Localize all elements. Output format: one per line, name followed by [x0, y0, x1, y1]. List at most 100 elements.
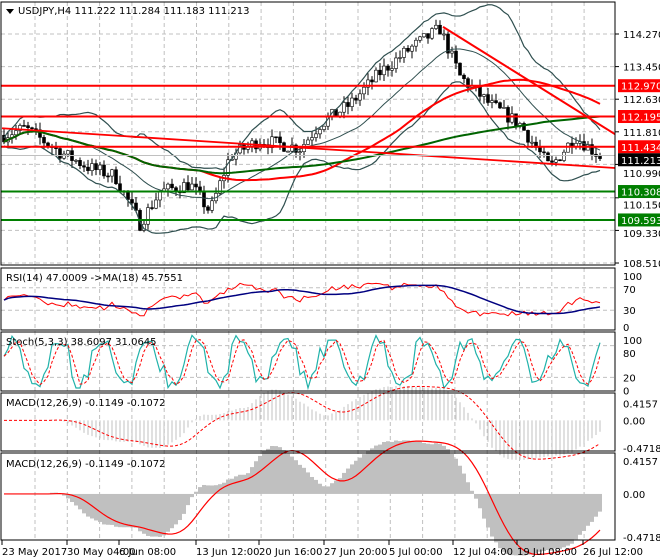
- candle-body: [410, 45, 414, 52]
- stoch-label: Stoch(5,3,3) 38.6097 31.0645: [6, 337, 157, 348]
- candle-body: [386, 65, 390, 71]
- candle-body: [554, 159, 558, 163]
- level-value: 111.213: [621, 156, 660, 167]
- price-axis-label: 111.810: [623, 128, 660, 139]
- dropdown-arrow-icon[interactable]: [6, 9, 14, 14]
- candle-body: [46, 142, 50, 147]
- candle-body: [102, 164, 106, 177]
- candle-body: [378, 69, 382, 76]
- candle-body: [314, 133, 318, 138]
- indicator-axis-label: 0: [623, 323, 629, 334]
- ma-green: [3, 115, 601, 175]
- indicator-axis-label: 0.4157: [623, 457, 658, 468]
- indicator-axis-label: 0.4157: [623, 399, 658, 410]
- macd-signal-line: [4, 440, 601, 556]
- price-axis-label: 110.150: [623, 201, 660, 212]
- candle-body: [466, 78, 470, 88]
- candle-body: [182, 182, 186, 194]
- candle-body: [210, 200, 214, 211]
- candle-body: [402, 47, 406, 58]
- time-axis-label: 5 Jul 00:00: [389, 547, 443, 558]
- candle-body: [374, 69, 378, 83]
- candle-body: [350, 97, 354, 107]
- candle-body: [30, 127, 34, 130]
- macd1-label: MACD(12,26,9) -0.1149 -0.1072: [6, 398, 166, 409]
- candle-body: [526, 130, 530, 143]
- candle-body: [298, 151, 302, 153]
- level-badge: [618, 153, 660, 167]
- candle-body: [538, 147, 542, 153]
- candle-body: [454, 50, 458, 64]
- bollinger-lower: [3, 81, 601, 234]
- indicator-axis-label: 20: [623, 373, 636, 384]
- candle-body: [354, 97, 358, 101]
- time-axis-label: 13 Jun 12:00: [196, 547, 260, 558]
- candle-body: [82, 165, 86, 168]
- candle-body: [558, 159, 562, 162]
- rsi-label: RSI(14) 47.0009 ->MA(18) 45.7551: [6, 273, 183, 284]
- price-axis-label: 113.450: [623, 63, 660, 74]
- indicator-axis-label: 30: [623, 306, 636, 317]
- panel-frame: [0, 331, 616, 392]
- level-badge: [618, 213, 660, 227]
- candle-body: [118, 183, 122, 192]
- candle-body: [310, 137, 314, 141]
- macd-signal-line: [4, 385, 601, 460]
- candle-body: [294, 144, 298, 153]
- candle-body: [530, 141, 534, 144]
- candle-body: [186, 182, 190, 191]
- candle-body: [438, 24, 442, 35]
- chart-title: USDJPY,H4 111.222 111.284 111.183 111.21…: [18, 6, 249, 17]
- candle-body: [450, 50, 454, 54]
- candle-body: [510, 113, 514, 123]
- panel-frame: [0, 1, 616, 266]
- candle-body: [278, 136, 282, 144]
- candle-body: [486, 94, 490, 103]
- candle-body: [78, 160, 82, 167]
- candle-body: [206, 206, 210, 211]
- stoch-main-line: [3, 334, 601, 391]
- candle-body: [150, 207, 154, 209]
- candle-body: [54, 147, 58, 149]
- candle-body: [370, 79, 374, 83]
- candle-body: [462, 74, 466, 79]
- level-badge: [618, 79, 660, 93]
- candle-body: [166, 183, 170, 190]
- candle-body: [158, 191, 162, 201]
- time-axis-label: 20 Jun 16:00: [259, 547, 323, 558]
- candle-body: [390, 68, 394, 71]
- candle-body: [550, 160, 554, 163]
- candle-body: [546, 152, 550, 162]
- candle-body: [18, 125, 22, 131]
- price-axis-label: 109.330: [623, 229, 660, 240]
- main-price-panel: [1, 4, 616, 234]
- candle-body: [106, 175, 110, 178]
- indicator-axis-label: 70: [623, 285, 636, 296]
- level-value: 110.308: [621, 188, 660, 199]
- indicator-axis-label: 80: [623, 349, 636, 360]
- candle-body: [94, 163, 98, 170]
- candle-body: [90, 163, 94, 171]
- level-value: 112.195: [621, 113, 660, 124]
- price-axis-label: 108.510: [623, 259, 660, 270]
- panel-frame: [0, 452, 616, 541]
- indicator-axis-label: -0.4718: [623, 444, 660, 455]
- candle-body: [498, 102, 502, 109]
- candle-body: [494, 100, 498, 103]
- candle-body: [414, 39, 418, 47]
- candle-body: [506, 107, 510, 123]
- candle-body: [398, 57, 402, 59]
- candle-body: [598, 156, 602, 159]
- candle-body: [542, 151, 546, 154]
- level-badge: [618, 185, 660, 199]
- candle-body: [342, 102, 346, 113]
- level-badge: [618, 140, 660, 154]
- candle-body: [442, 33, 446, 36]
- indicator-axis-label: 0.00: [623, 416, 645, 427]
- candle-body: [194, 183, 198, 188]
- candle-body: [306, 139, 310, 145]
- time-axis-label: 19 Jul 08:00: [517, 547, 577, 558]
- candle-body: [562, 151, 566, 161]
